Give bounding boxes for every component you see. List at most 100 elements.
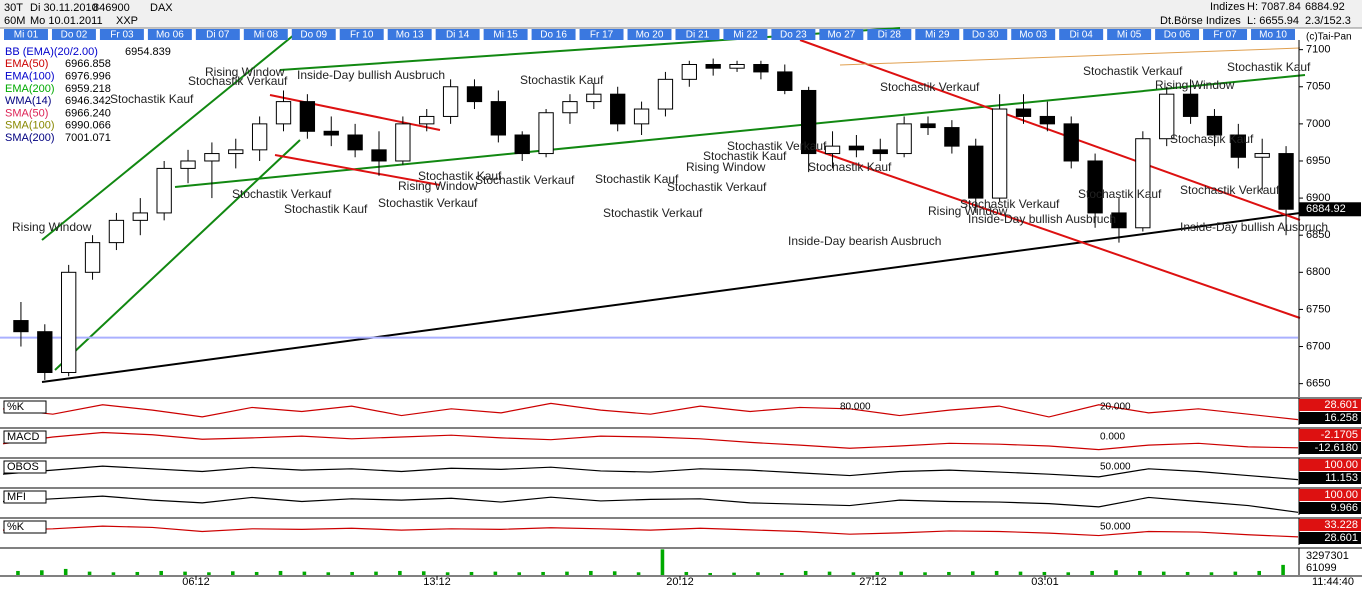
volume-bar bbox=[612, 571, 617, 575]
day-box bbox=[675, 29, 720, 40]
value-box bbox=[1299, 532, 1361, 544]
y-tick-label: 6750 bbox=[1306, 303, 1330, 315]
candle-body bbox=[395, 123, 411, 162]
volume-bar bbox=[374, 571, 378, 575]
day-label: Di 14 bbox=[446, 30, 470, 41]
candle-body bbox=[681, 63, 697, 80]
volume-bar bbox=[994, 570, 999, 575]
low: L: 6655.94 bbox=[1247, 15, 1299, 27]
instrument: DAX bbox=[150, 2, 173, 14]
period: 30T bbox=[4, 2, 23, 14]
volume-bar bbox=[493, 571, 498, 575]
volume-bar bbox=[732, 572, 736, 575]
volume-bar bbox=[1185, 571, 1190, 575]
day-box bbox=[4, 29, 48, 40]
signal-annotation: Stochastik Kauf bbox=[418, 169, 502, 183]
candle-body bbox=[323, 130, 339, 136]
volume-bar bbox=[1138, 570, 1142, 575]
last-price-box bbox=[1299, 202, 1361, 217]
volume-bar bbox=[1066, 572, 1071, 575]
day-box bbox=[387, 29, 432, 40]
day-box bbox=[1107, 29, 1152, 40]
value-box bbox=[1299, 399, 1361, 411]
day-box bbox=[1203, 29, 1248, 40]
signal-annotation: Stochastik Kauf bbox=[110, 92, 194, 106]
signal-annotation: Stochastik Kauf bbox=[1078, 187, 1162, 201]
day-box bbox=[723, 29, 768, 40]
candle-body bbox=[490, 101, 507, 136]
signal-annotation: Rising Window bbox=[686, 160, 766, 174]
volume-bar bbox=[970, 571, 975, 575]
candle-body bbox=[872, 149, 888, 155]
y-tick-label: 6700 bbox=[1306, 340, 1330, 352]
signal-annotation: Inside-Day bullish Ausbruch bbox=[297, 68, 445, 82]
volume-bar bbox=[1281, 564, 1285, 575]
volume-bar bbox=[1114, 570, 1118, 575]
panel-title-box bbox=[3, 490, 47, 504]
period: 60M bbox=[4, 15, 25, 27]
y-tick-label: 7000 bbox=[1306, 118, 1330, 130]
volume-bar bbox=[230, 571, 235, 575]
candle-body bbox=[610, 93, 626, 125]
signal-annotation: Stochastik Verkauf bbox=[378, 196, 478, 210]
candle-body bbox=[705, 63, 721, 69]
legend-name: SMA(50) bbox=[5, 107, 48, 119]
indicator-line bbox=[2, 525, 1299, 538]
candle-body bbox=[1278, 153, 1294, 210]
candle-body bbox=[633, 108, 650, 125]
value-box bbox=[1299, 429, 1361, 441]
legend-name: SMA(100) bbox=[5, 120, 55, 132]
day-label: Mi 22 bbox=[733, 30, 758, 41]
volume-bar bbox=[1090, 570, 1094, 575]
candle-body bbox=[1111, 212, 1127, 229]
legend-value: 7001.071 bbox=[65, 132, 111, 144]
y-tick-label: 6900 bbox=[1306, 192, 1330, 204]
legend-name: WMA(14) bbox=[5, 95, 51, 107]
panel-title-box bbox=[3, 520, 47, 534]
volume-bar bbox=[1209, 572, 1214, 575]
signal-annotation: Stochastik Verkauf bbox=[232, 187, 332, 201]
value-box bbox=[1299, 412, 1361, 424]
volume-bar bbox=[827, 571, 832, 575]
level-label: 80.000 bbox=[840, 402, 871, 413]
volume-bar bbox=[875, 571, 880, 575]
day-label: Do 06 bbox=[1164, 30, 1191, 41]
day-box bbox=[627, 29, 672, 40]
day-label: Do 02 bbox=[61, 30, 88, 41]
candle-body bbox=[848, 145, 865, 151]
day-box bbox=[963, 29, 1008, 40]
legend-value: 6959.218 bbox=[65, 83, 111, 95]
signal-annotation: Rising Window bbox=[1155, 78, 1235, 92]
signal-annotation: Inside-Day bearish Ausbruch bbox=[788, 234, 941, 248]
y-tick-label: 7100 bbox=[1306, 44, 1330, 56]
legend-name: EMA(100) bbox=[5, 71, 55, 83]
candle-body bbox=[466, 86, 483, 103]
day-label: Mo 13 bbox=[396, 30, 424, 41]
indicator-line bbox=[2, 495, 1299, 513]
signal-annotation: Stochastik Verkauf bbox=[188, 74, 288, 88]
change: 2.3/152.3 bbox=[1305, 15, 1351, 27]
volume-bar bbox=[517, 572, 522, 575]
candle-body bbox=[61, 271, 77, 374]
level-label: 50.000 bbox=[1100, 462, 1131, 473]
value-label: 3297301 bbox=[1306, 550, 1349, 562]
volume-bar bbox=[780, 572, 784, 575]
value-box bbox=[1299, 459, 1361, 471]
high: H: 7087.84 bbox=[1247, 1, 1301, 13]
volume-bar bbox=[1161, 571, 1166, 575]
volume-bar bbox=[708, 572, 712, 575]
legend-name: BB (EMA)(20/2.00) bbox=[5, 46, 98, 58]
candle-body bbox=[132, 212, 148, 221]
value-label: 11.153 bbox=[1325, 472, 1358, 484]
value-label: -2.1705 bbox=[1321, 429, 1358, 441]
signal-annotation: Rising Window bbox=[12, 220, 92, 234]
candle-body bbox=[1063, 123, 1079, 162]
trend-line bbox=[809, 147, 1301, 319]
panel-title: OBOS bbox=[7, 461, 39, 473]
candle-body bbox=[37, 331, 53, 374]
volume-bar bbox=[207, 572, 211, 575]
signal-annotation: Rising Window bbox=[398, 179, 478, 193]
legend-value: 6966.858 bbox=[65, 58, 111, 70]
level-label: 0.000 bbox=[1100, 432, 1125, 443]
volume-bar bbox=[803, 570, 808, 575]
